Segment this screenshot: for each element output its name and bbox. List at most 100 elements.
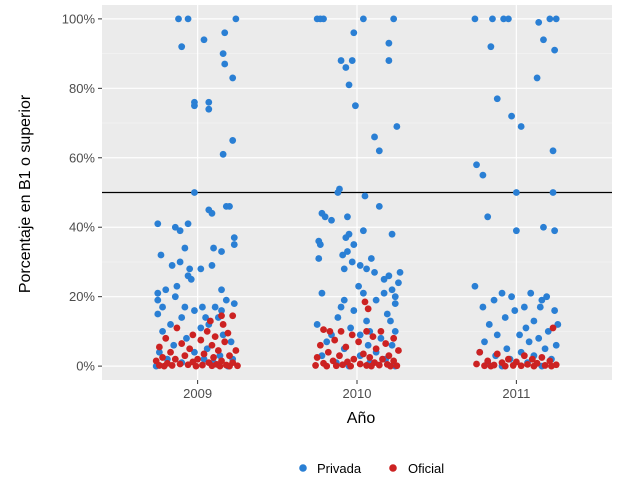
y-tick-label: 40% xyxy=(69,220,95,235)
point-oficial xyxy=(501,362,509,370)
point-privada xyxy=(363,265,370,273)
point-oficial xyxy=(323,362,331,370)
legend-key-privada xyxy=(299,464,307,472)
point-oficial xyxy=(538,354,546,361)
point-privada xyxy=(356,331,364,339)
point-privada xyxy=(232,15,240,23)
point-privada xyxy=(342,64,350,71)
point-privada xyxy=(219,150,227,158)
point-oficial xyxy=(168,362,176,369)
point-oficial xyxy=(224,329,232,337)
point-oficial xyxy=(312,362,319,369)
point-privada xyxy=(155,348,163,356)
point-privada xyxy=(489,15,496,23)
point-privada xyxy=(197,324,205,332)
point-privada xyxy=(226,202,233,210)
point-privada xyxy=(347,324,355,332)
point-privada xyxy=(320,15,327,23)
point-privada xyxy=(359,15,367,23)
point-privada xyxy=(535,334,543,342)
point-privada xyxy=(154,220,162,228)
point-privada xyxy=(380,275,388,283)
point-privada xyxy=(356,262,364,269)
point-privada xyxy=(520,303,528,311)
point-privada xyxy=(546,15,554,23)
point-privada xyxy=(218,286,225,294)
point-privada xyxy=(199,303,206,311)
point-oficial xyxy=(390,334,398,342)
point-oficial xyxy=(363,327,370,335)
point-privada xyxy=(391,293,399,301)
point-privada xyxy=(375,202,383,210)
point-oficial xyxy=(359,350,367,358)
point-oficial xyxy=(171,355,179,363)
point-privada xyxy=(159,303,166,311)
point-privada xyxy=(390,15,398,23)
point-privada xyxy=(377,334,385,342)
point-privada xyxy=(318,289,326,297)
point-privada xyxy=(490,296,498,304)
point-oficial xyxy=(336,352,343,360)
point-privada xyxy=(321,213,329,221)
point-privada xyxy=(230,234,238,242)
x-tick-label: 2011 xyxy=(502,386,530,401)
point-oficial xyxy=(517,362,525,370)
point-oficial xyxy=(375,361,383,369)
point-oficial xyxy=(366,354,374,361)
point-oficial xyxy=(332,362,340,370)
point-privada xyxy=(551,46,559,54)
point-privada xyxy=(181,244,189,252)
point-oficial xyxy=(211,333,219,340)
point-privada xyxy=(503,345,511,353)
point-privada xyxy=(202,314,209,321)
point-privada xyxy=(191,348,198,356)
point-oficial xyxy=(199,361,206,369)
point-privada xyxy=(359,227,367,235)
point-privada xyxy=(340,265,348,273)
point-privada xyxy=(350,307,358,314)
point-privada xyxy=(512,189,520,196)
point-oficial xyxy=(395,347,402,354)
point-oficial xyxy=(181,352,189,360)
point-privada xyxy=(345,81,353,89)
point-oficial xyxy=(364,305,372,313)
point-oficial xyxy=(219,321,227,328)
point-privada xyxy=(340,296,348,304)
point-oficial xyxy=(505,355,512,363)
point-privada xyxy=(205,98,213,106)
point-privada xyxy=(183,334,190,342)
point-privada xyxy=(344,248,351,255)
point-privada xyxy=(473,161,480,169)
point-privada xyxy=(501,314,509,321)
point-privada xyxy=(221,60,229,68)
point-privada xyxy=(211,303,219,311)
point-privada xyxy=(380,289,388,297)
legend-key-oficial xyxy=(389,464,397,472)
point-privada xyxy=(352,102,359,110)
point-privada xyxy=(348,258,356,266)
point-oficial xyxy=(387,362,394,370)
point-privada xyxy=(313,321,321,328)
point-oficial xyxy=(377,327,385,335)
point-privada xyxy=(527,289,535,297)
point-privada xyxy=(385,57,393,64)
point-privada xyxy=(552,15,560,23)
point-oficial xyxy=(372,345,380,353)
point-privada xyxy=(500,15,508,23)
point-privada xyxy=(544,327,552,335)
point-oficial xyxy=(206,317,214,325)
point-privada xyxy=(200,36,208,44)
point-oficial xyxy=(484,357,492,365)
point-oficial xyxy=(221,338,229,346)
point-privada xyxy=(154,296,162,304)
x-tick-label: 2010 xyxy=(343,386,372,401)
point-oficial xyxy=(481,362,488,370)
point-oficial xyxy=(326,327,334,335)
point-privada xyxy=(396,268,404,276)
point-privada xyxy=(167,321,174,328)
point-privada xyxy=(535,18,543,26)
point-privada xyxy=(361,192,369,200)
point-privada xyxy=(162,286,170,294)
point-privada xyxy=(176,227,184,235)
point-oficial xyxy=(160,362,168,370)
